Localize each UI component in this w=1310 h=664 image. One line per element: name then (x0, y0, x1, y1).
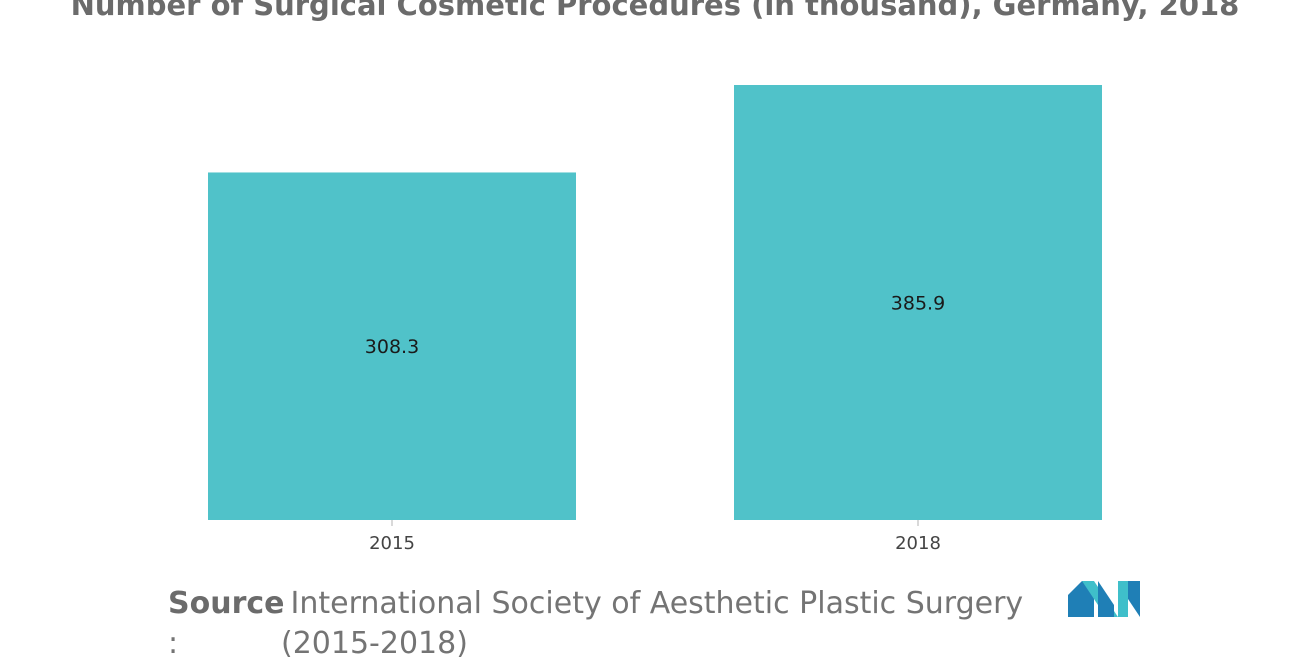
bar-2015 (208, 172, 576, 520)
source-text: International Society of Aesthetic Plast… (290, 586, 1024, 621)
mordor-intelligence-logo-icon (1068, 581, 1140, 617)
source-label: Source (168, 586, 285, 621)
x-tick-label-2015: 2015 (369, 533, 415, 554)
chart-title: Number of Surgical Cosmetic Procedures (… (70, 0, 1240, 22)
source-note: Source International Society of Aesthetic… (168, 584, 1028, 661)
chart-area: 308.3 2015 385.9 2018 (208, 85, 1102, 554)
data-label-2018: 385.9 (891, 293, 945, 315)
source-colon: : (168, 626, 179, 661)
bar-2018 (734, 85, 1102, 520)
data-label-2015: 308.3 (365, 336, 419, 358)
x-tick-label-2018: 2018 (895, 533, 941, 554)
source-years: (2015-2018) (281, 626, 468, 661)
